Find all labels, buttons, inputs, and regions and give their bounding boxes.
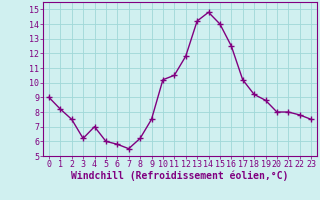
- X-axis label: Windchill (Refroidissement éolien,°C): Windchill (Refroidissement éolien,°C): [71, 171, 289, 181]
